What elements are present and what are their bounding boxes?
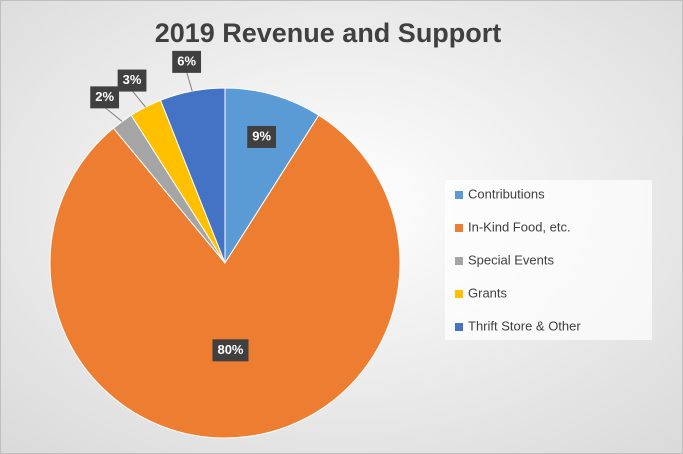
legend-label: Special Events (468, 252, 554, 267)
pie-slice (49, 114, 401, 439)
leader-line (104, 106, 123, 122)
data-label-box (172, 50, 202, 73)
legend-swatch (455, 224, 463, 232)
legend-swatch (455, 323, 463, 331)
legend-label: Contributions (468, 186, 545, 201)
data-label: 80% (217, 342, 243, 357)
legend-label: Grants (468, 285, 508, 300)
data-label: 3% (123, 72, 142, 87)
chart-title: 2019 Revenue and Support (155, 18, 502, 48)
data-label-box (90, 86, 120, 109)
leader-line (131, 90, 146, 108)
legend-label: Thrift Store & Other (468, 318, 581, 333)
legend-swatch (455, 290, 463, 298)
data-label: 2% (95, 89, 114, 104)
legend-label: In-Kind Food, etc. (468, 219, 571, 234)
legend-swatch (455, 257, 463, 265)
leader-line (186, 71, 193, 92)
data-label-box (117, 69, 147, 92)
data-label-box (247, 125, 277, 148)
data-label-box (212, 339, 249, 362)
data-label: 6% (177, 53, 196, 68)
legend-box (445, 180, 652, 340)
data-label: 9% (252, 128, 271, 143)
legend-swatch (455, 191, 463, 199)
